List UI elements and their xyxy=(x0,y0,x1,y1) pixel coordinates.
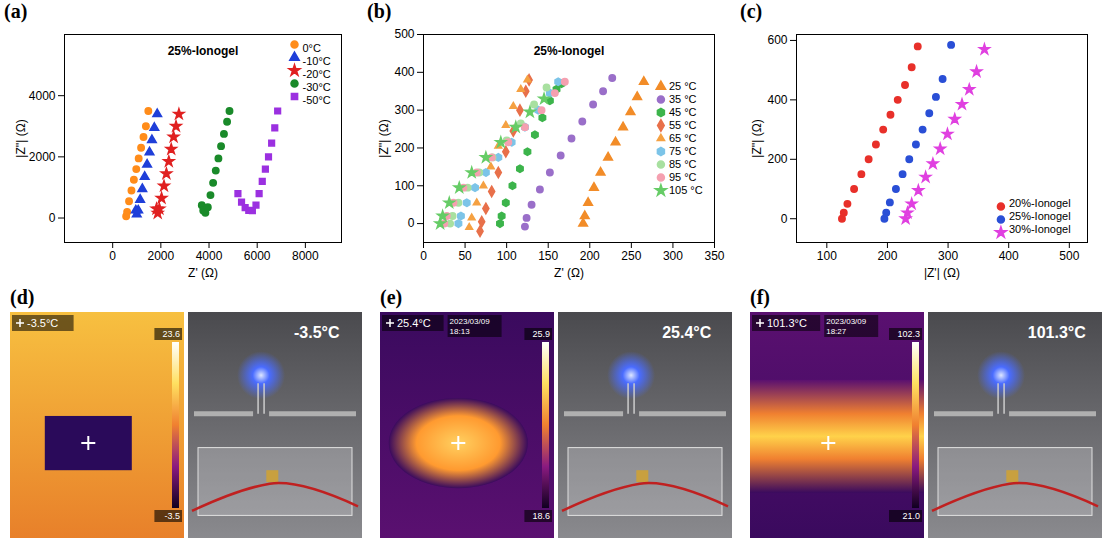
svg-text:|Z''| (Ω): |Z''| (Ω) xyxy=(750,119,764,157)
svg-text:45 °C: 45 °C xyxy=(669,106,697,118)
html-text:(a): (a) xyxy=(4,0,28,22)
svg-text:100: 100 xyxy=(817,249,837,263)
svg-text:400: 400 xyxy=(394,65,414,79)
svg-text:150: 150 xyxy=(538,249,558,263)
svg-text:|Z'| (Ω): |Z'| (Ω) xyxy=(924,266,960,280)
html-text:(b): (b) xyxy=(367,0,392,22)
svg-text:35 °C: 35 °C xyxy=(669,93,697,105)
svg-text:23.6: 23.6 xyxy=(162,329,180,339)
svg-text:4000: 4000 xyxy=(29,89,56,103)
svg-text:25%-Ionogel: 25%-Ionogel xyxy=(168,44,239,58)
svg-text:-3.5°C: -3.5°C xyxy=(294,324,340,341)
svg-text:200: 200 xyxy=(394,141,414,155)
svg-text:30%-Ionogel: 30%-Ionogel xyxy=(1009,223,1071,235)
svg-text:0: 0 xyxy=(408,216,415,230)
svg-text:-30°C: -30°C xyxy=(303,81,331,93)
svg-text:0°C: 0°C xyxy=(303,42,322,54)
svg-text:85 °C: 85 °C xyxy=(669,158,697,170)
html-text:(d): (d) xyxy=(10,286,35,308)
svg-text:21.0: 21.0 xyxy=(902,511,920,521)
svg-text:2000: 2000 xyxy=(147,249,174,263)
svg-text:500: 500 xyxy=(394,27,414,41)
svg-text:2023/03/09: 2023/03/09 xyxy=(826,317,867,326)
svg-text:Z' (Ω): Z' (Ω) xyxy=(554,266,584,280)
html-text:(c): (c) xyxy=(740,0,763,22)
svg-text:|Z''| (Ω): |Z''| (Ω) xyxy=(377,119,391,157)
svg-text:0: 0 xyxy=(420,249,427,263)
svg-text:25 °C: 25 °C xyxy=(669,80,697,92)
svg-text:101.3°C: 101.3°C xyxy=(1028,324,1086,341)
svg-text:100: 100 xyxy=(497,249,517,263)
html-text:(e): (e) xyxy=(380,286,403,308)
svg-text:8000: 8000 xyxy=(292,249,319,263)
svg-text:|Z''| (Ω): |Z''| (Ω) xyxy=(14,119,28,157)
svg-text:300: 300 xyxy=(394,103,414,117)
svg-text:350: 350 xyxy=(704,249,724,263)
svg-text:65 °C: 65 °C xyxy=(669,132,697,144)
svg-text:25.4°C: 25.4°C xyxy=(662,324,712,341)
svg-text:100: 100 xyxy=(394,179,414,193)
svg-text:25.4°C: 25.4°C xyxy=(397,317,431,329)
svg-text:55 °C: 55 °C xyxy=(669,119,697,131)
svg-text:250: 250 xyxy=(621,249,641,263)
svg-text:-50°C: -50°C xyxy=(303,94,331,106)
svg-text:500: 500 xyxy=(1059,249,1079,263)
svg-text:18:27: 18:27 xyxy=(826,327,847,336)
svg-text:200: 200 xyxy=(580,249,600,263)
svg-text:102.3: 102.3 xyxy=(897,329,920,339)
svg-text:18:13: 18:13 xyxy=(450,327,471,336)
svg-text:200: 200 xyxy=(877,249,897,263)
svg-text:600: 600 xyxy=(767,33,787,47)
svg-text:300: 300 xyxy=(938,249,958,263)
svg-text:101.3°C: 101.3°C xyxy=(767,317,807,329)
svg-text:300: 300 xyxy=(663,249,683,263)
svg-text:0: 0 xyxy=(781,212,788,226)
svg-text:-3.5°C: -3.5°C xyxy=(27,317,58,329)
svg-text:0: 0 xyxy=(109,249,116,263)
svg-text:75 °C: 75 °C xyxy=(669,145,697,157)
svg-text:-3.5: -3.5 xyxy=(164,511,180,521)
svg-text:2023/03/09: 2023/03/09 xyxy=(450,317,491,326)
svg-text:50: 50 xyxy=(458,249,472,263)
svg-text:105 °C: 105 °C xyxy=(669,184,703,196)
svg-text:25.9: 25.9 xyxy=(532,329,550,339)
svg-text:-20°C: -20°C xyxy=(303,68,331,80)
svg-text:0: 0 xyxy=(49,211,56,225)
html-text:(f): (f) xyxy=(750,286,770,308)
svg-text:25%-Ionogel: 25%-Ionogel xyxy=(534,44,605,58)
svg-text:400: 400 xyxy=(767,93,787,107)
svg-text:18.6: 18.6 xyxy=(532,511,550,521)
svg-text:6000: 6000 xyxy=(244,249,271,263)
svg-text:2000: 2000 xyxy=(29,150,56,164)
svg-text:95 °C: 95 °C xyxy=(669,171,697,183)
svg-text:Z' (Ω): Z' (Ω) xyxy=(188,266,218,280)
svg-text:-10°C: -10°C xyxy=(303,55,331,67)
svg-text:400: 400 xyxy=(999,249,1019,263)
svg-text:20%-Ionogel: 20%-Ionogel xyxy=(1009,197,1071,209)
svg-text:25%-Ionogel: 25%-Ionogel xyxy=(1009,210,1071,222)
svg-text:4000: 4000 xyxy=(196,249,223,263)
svg-text:200: 200 xyxy=(767,152,787,166)
